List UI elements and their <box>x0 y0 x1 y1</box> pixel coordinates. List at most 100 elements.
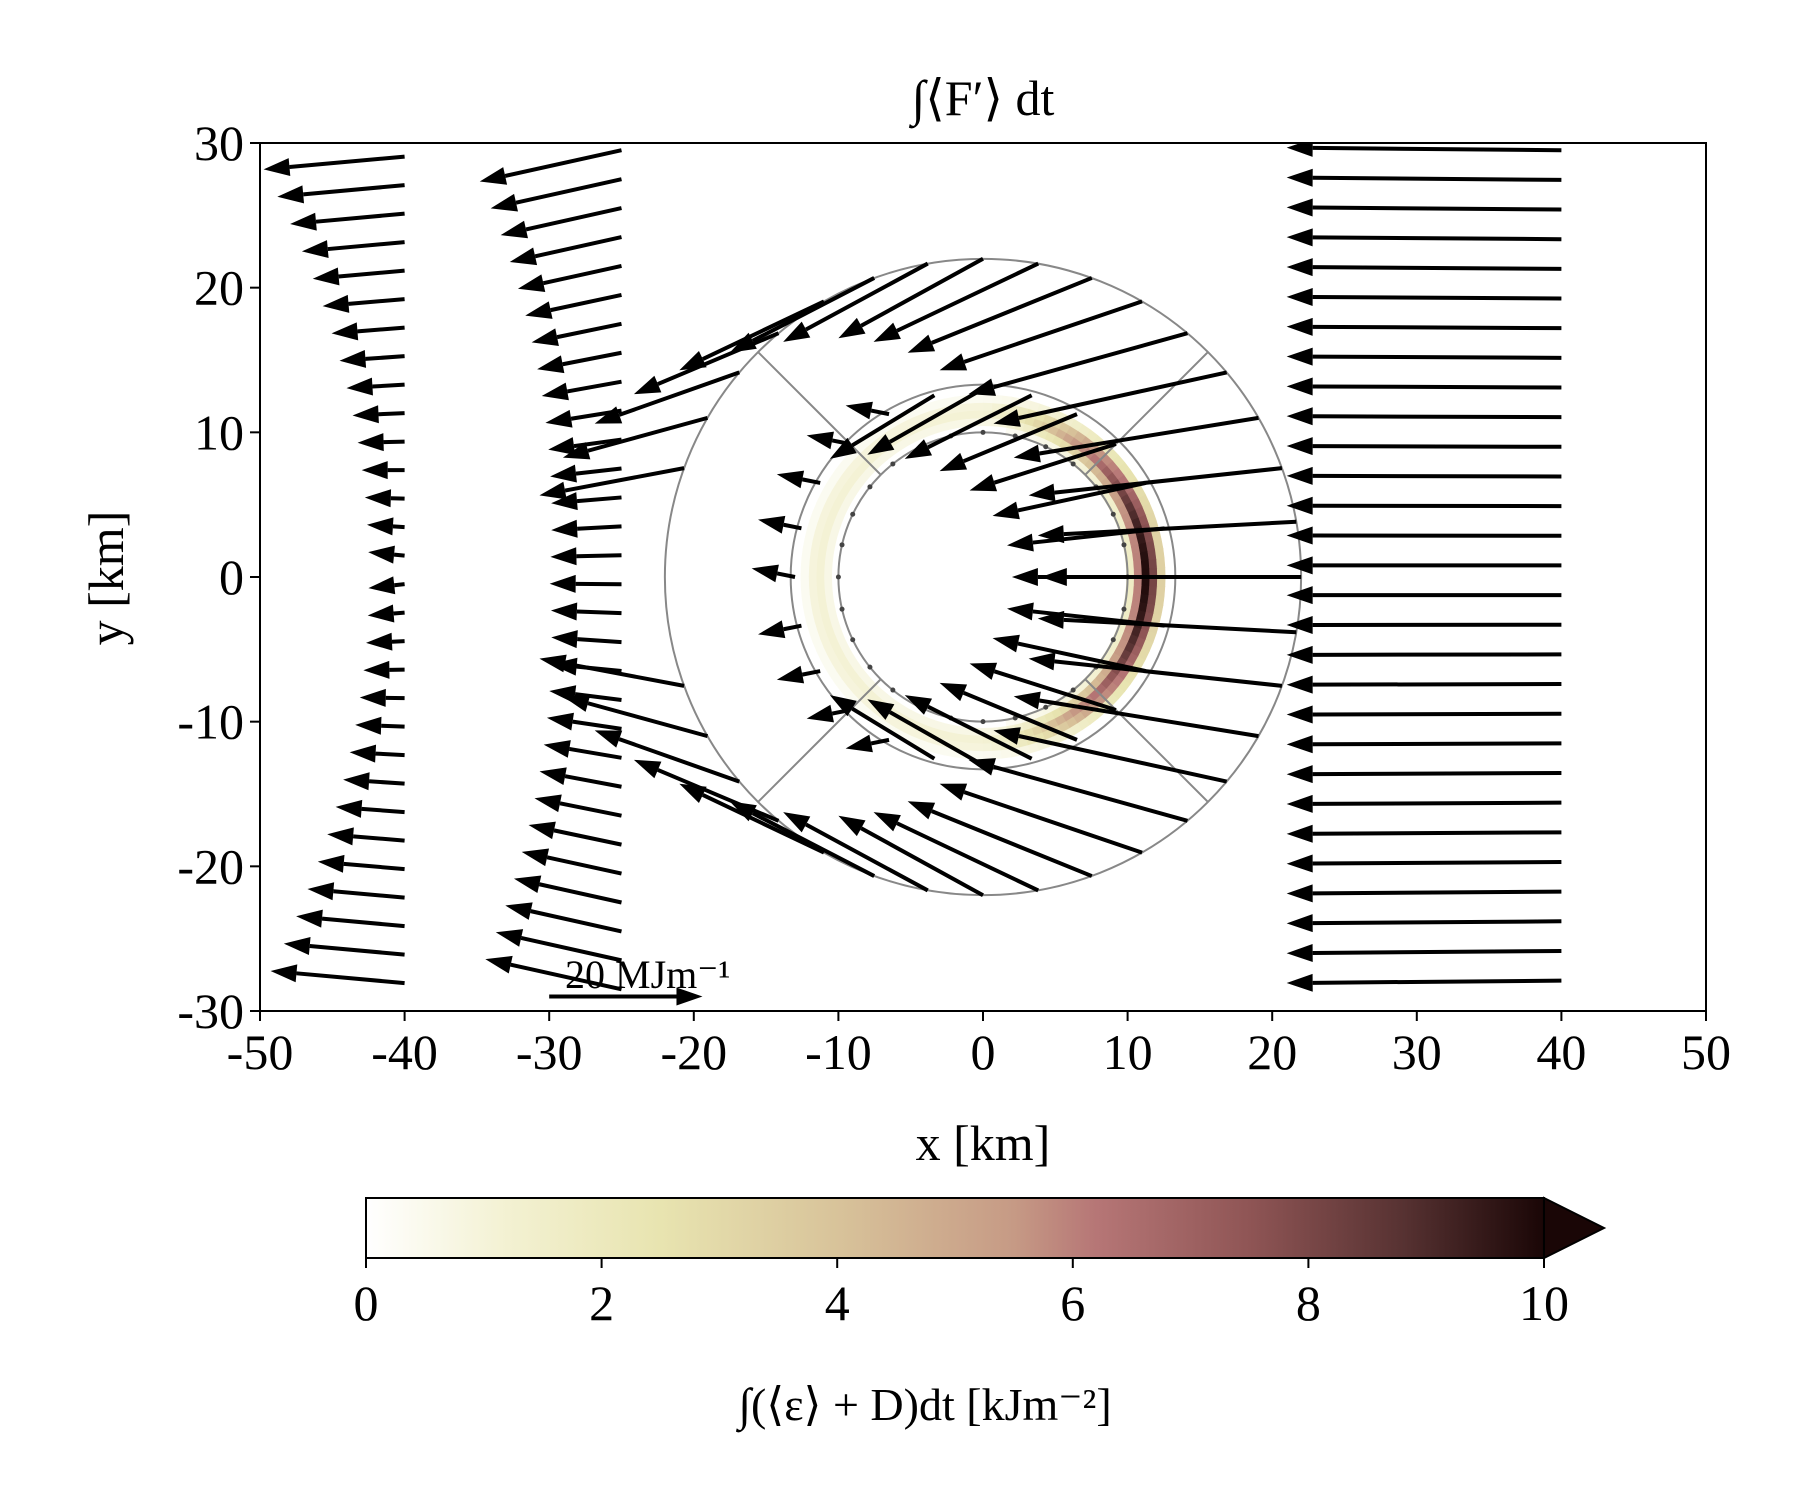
y-tick-label: -20 <box>177 838 244 894</box>
flux-arrow <box>549 574 622 593</box>
colorbar-tick-label: 8 <box>1296 1275 1321 1331</box>
flux-arrow <box>541 379 622 401</box>
flux-arrow <box>517 264 622 292</box>
flux-arrow <box>1013 691 1259 739</box>
flux-arrow <box>352 405 405 424</box>
flux-arrow <box>867 699 984 767</box>
flux-arrow <box>907 276 1093 353</box>
flux-arrow <box>776 470 821 489</box>
flux-arrow <box>495 929 622 963</box>
heatmap-cell <box>964 742 975 752</box>
flux-arrow <box>550 547 622 566</box>
heatmap-cell <box>973 735 984 745</box>
heatmap-cell <box>809 549 819 560</box>
x-tick-label: -10 <box>805 1024 872 1080</box>
flux-arrow <box>322 294 405 313</box>
plot-area: -50 -40 -30 -20 -10 0 10 20 30 40 50 -30 -20 -10 0 10 2… <box>177 115 1731 1080</box>
heatmap-cell <box>800 557 810 569</box>
flux-arrow <box>539 767 622 789</box>
flux-arrow <box>829 695 936 761</box>
flux-arrow <box>490 177 622 212</box>
flux-arrow <box>550 464 622 483</box>
heatmap-cell <box>1133 560 1143 570</box>
flux-arrow <box>1037 610 1297 635</box>
flux-arrow <box>633 331 780 395</box>
flux-arrow <box>562 694 709 739</box>
flux-arrow <box>263 154 405 176</box>
quiver-key: 20 MJm⁻¹ <box>549 952 730 1006</box>
flux-arrow <box>873 812 1040 893</box>
inner-circle-marker <box>867 664 873 670</box>
flux-arrow <box>562 415 709 460</box>
flux-arrow <box>1286 884 1562 903</box>
heatmap-cell <box>1156 557 1166 569</box>
x-axis-ticks: -50 -40 -30 -20 -10 0 10 20 30 40 50 <box>227 1011 1731 1080</box>
flux-arrow <box>992 634 1147 673</box>
flux-arrow <box>485 955 622 992</box>
flux-arrow <box>1013 415 1259 463</box>
flux-arrow <box>1286 198 1562 217</box>
flux-arrow <box>783 261 929 342</box>
flux-arrow <box>633 759 780 823</box>
heatmap-cell <box>965 410 976 420</box>
inner-circle-marker <box>1121 542 1127 548</box>
heatmap-cell <box>965 734 976 744</box>
inner-circle-marker <box>850 637 856 643</box>
flux-arrow <box>1286 377 1562 396</box>
flux-arrow <box>1286 556 1562 575</box>
heatmap-cell <box>800 576 810 587</box>
flux-arrow <box>550 602 622 621</box>
colorbar-tick-label: 10 <box>1519 1275 1569 1331</box>
flux-arrow <box>1286 258 1562 277</box>
y-tick-label: 10 <box>194 404 244 460</box>
flux-arrow <box>594 730 740 784</box>
flux-arrow <box>1286 496 1562 515</box>
flux-arrow <box>1286 735 1562 754</box>
flux-arrow <box>505 902 622 934</box>
flux-arrow <box>1286 437 1562 456</box>
flux-arrow <box>1006 602 1165 628</box>
flux-arrow <box>1286 854 1562 873</box>
flux-arrow <box>992 481 1147 520</box>
x-tick-label: 50 <box>1681 1024 1731 1080</box>
flux-arrow <box>327 827 405 846</box>
x-tick-label: 30 <box>1392 1024 1442 1080</box>
flux-arrow <box>1037 519 1297 544</box>
heatmap-cell <box>1139 550 1150 561</box>
x-tick-label: -20 <box>660 1024 727 1080</box>
heatmap-cell <box>982 750 993 760</box>
flux-arrow <box>939 783 1143 855</box>
flux-arrow <box>357 433 405 452</box>
flux-arrow <box>969 662 1117 712</box>
flux-arrow <box>312 267 405 286</box>
flux-arrow <box>838 256 984 339</box>
heatmap-cell <box>973 402 984 411</box>
y-axis-label: y [km] <box>78 511 134 646</box>
flux-vectors <box>263 143 1562 992</box>
flux-arrow <box>343 772 405 791</box>
colorbar-label: ∫(⟨ε⟩ + D)dt [kJm⁻²] <box>735 1379 1111 1433</box>
flux-arrow <box>1286 288 1562 307</box>
flux-arrow <box>367 604 405 623</box>
flux-arrow <box>1286 705 1562 724</box>
flux-arrow <box>551 519 622 538</box>
heatmap-cell <box>808 585 818 596</box>
heatmap-cell <box>1154 594 1165 606</box>
flux-arrow <box>838 815 984 898</box>
flux-arrow <box>1028 466 1283 502</box>
heatmap-cell <box>816 559 826 570</box>
flux-arrow <box>845 401 890 420</box>
inner-circle-marker <box>980 429 986 435</box>
heatmap-cell <box>1147 549 1157 560</box>
domain-divider-line <box>757 678 882 803</box>
heatmap-cell <box>1148 585 1158 596</box>
heatmap-cell <box>808 576 817 587</box>
inner-circle-marker <box>1043 444 1049 450</box>
heatmap-cell <box>956 733 967 744</box>
heatmap-cell <box>1132 551 1142 562</box>
flux-arrow <box>729 276 876 353</box>
heatmap-cell <box>816 550 827 561</box>
heatmap-cell <box>1140 559 1150 570</box>
flux-arrow <box>339 349 405 368</box>
inner-circle-marker <box>850 511 856 517</box>
